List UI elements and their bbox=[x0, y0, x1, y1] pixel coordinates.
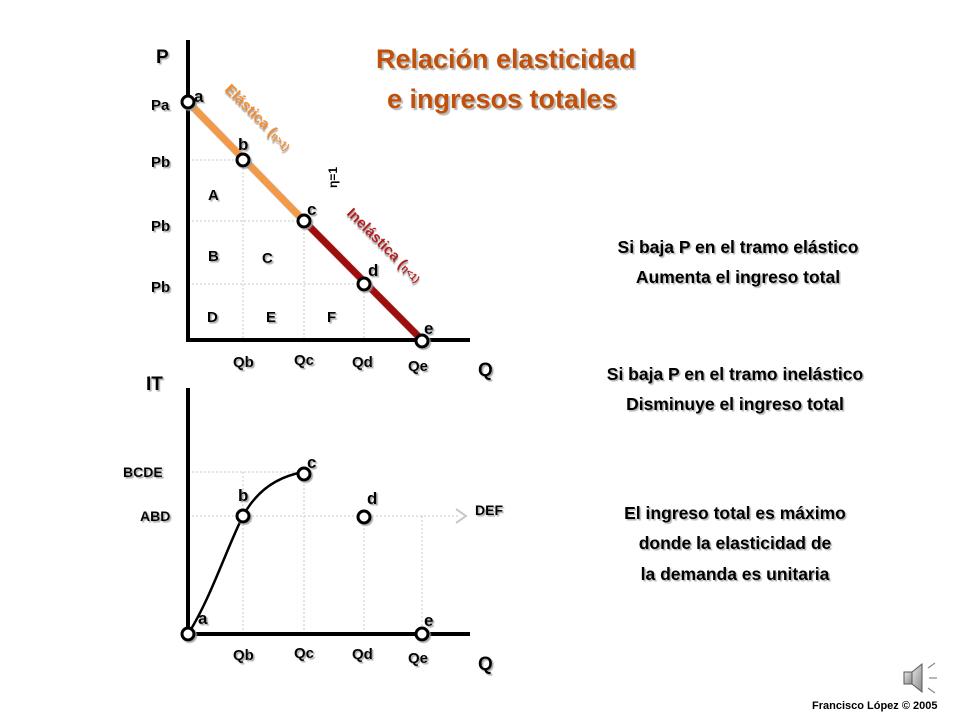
area-label-b: B bbox=[208, 248, 219, 265]
point-e-top bbox=[414, 333, 430, 349]
area-label-a: A bbox=[208, 187, 219, 204]
note-inelastic-line-1: Si baja P en el tramo inelástico bbox=[606, 364, 864, 384]
top-x-axis-label: Q bbox=[478, 360, 493, 381]
qty-label-qc-bottom: Qc bbox=[294, 645, 314, 662]
price-label-pb-2: Pb bbox=[151, 218, 170, 235]
bottom-guide-lines bbox=[188, 471, 460, 634]
qty-label-qd-top: Qd bbox=[352, 354, 373, 371]
point-label-a-top: a bbox=[194, 87, 204, 106]
title-line-1: Relación elasticidad bbox=[376, 44, 636, 74]
point-c-top bbox=[296, 213, 312, 229]
def-label: DEF bbox=[475, 502, 503, 518]
qty-label-qc-top: Qc bbox=[294, 352, 314, 369]
bottom-y-axis-label: IT bbox=[146, 374, 163, 395]
speaker-icon[interactable] bbox=[903, 662, 937, 694]
point-label-e-bottom: e bbox=[424, 611, 433, 630]
area-label-c: C bbox=[262, 250, 273, 267]
price-label-pb-3: Pb bbox=[151, 279, 170, 296]
income-label-bcde: BCDE bbox=[123, 464, 163, 480]
point-label-e-top: e bbox=[424, 319, 433, 338]
note-max-line-2: donde la elasticidad de bbox=[638, 533, 832, 553]
note-elastic-line-1: Si baja P en el tramo elástico bbox=[617, 237, 859, 257]
point-label-d-bottom: d bbox=[367, 489, 377, 508]
income-label-abd: ABD bbox=[140, 508, 170, 524]
area-label-e: E bbox=[266, 309, 276, 326]
note-elastic-line-2: Aumenta el ingreso total bbox=[635, 267, 841, 287]
point-a-top bbox=[180, 94, 196, 110]
point-e-bottom bbox=[414, 626, 430, 642]
def-arrow-head bbox=[455, 508, 468, 524]
bottom-x-axis-label: Q bbox=[478, 654, 493, 675]
credit-text: Francisco López © 2005 bbox=[812, 700, 938, 712]
point-label-b-top: b bbox=[238, 135, 248, 154]
point-label-a-bottom: a bbox=[198, 609, 208, 628]
top-guide-lines bbox=[188, 159, 365, 340]
note-inelastic-line-2: Disminuye el ingreso total bbox=[626, 394, 844, 414]
point-c-bottom bbox=[296, 466, 312, 482]
qty-label-qd-bottom: Qd bbox=[352, 646, 373, 663]
price-label-pa: Pa bbox=[151, 97, 170, 114]
qty-label-qe-bottom: Qe bbox=[408, 650, 428, 667]
note-max-line-1: El ingreso total es máximo bbox=[624, 503, 846, 523]
unit-elasticity-label: η=1 bbox=[326, 167, 340, 188]
point-d-bottom bbox=[356, 509, 372, 525]
point-label-b-bottom: b bbox=[238, 486, 248, 505]
qty-label-qb-bottom: Qb bbox=[233, 647, 254, 664]
bottom-points bbox=[180, 466, 430, 642]
point-label-d-top: d bbox=[368, 261, 378, 280]
qty-label-qe-top: Qe bbox=[408, 358, 428, 375]
qty-label-qb-top: Qb bbox=[233, 354, 254, 371]
note-max-line-3: la demanda es unitaria bbox=[640, 564, 830, 584]
point-b-top bbox=[235, 152, 251, 168]
point-label-c-top: c bbox=[307, 200, 316, 219]
area-label-d: D bbox=[207, 309, 218, 326]
point-a-bottom bbox=[180, 626, 196, 642]
top-y-axis-label: P bbox=[156, 47, 169, 68]
point-label-c-bottom: c bbox=[307, 453, 316, 472]
price-label-pb-1: Pb bbox=[151, 154, 170, 171]
top-points bbox=[180, 94, 430, 349]
point-b-bottom bbox=[235, 508, 251, 524]
point-d-top bbox=[356, 276, 372, 292]
title-line-2: e ingresos totales bbox=[387, 84, 617, 114]
area-label-f: F bbox=[327, 309, 336, 326]
